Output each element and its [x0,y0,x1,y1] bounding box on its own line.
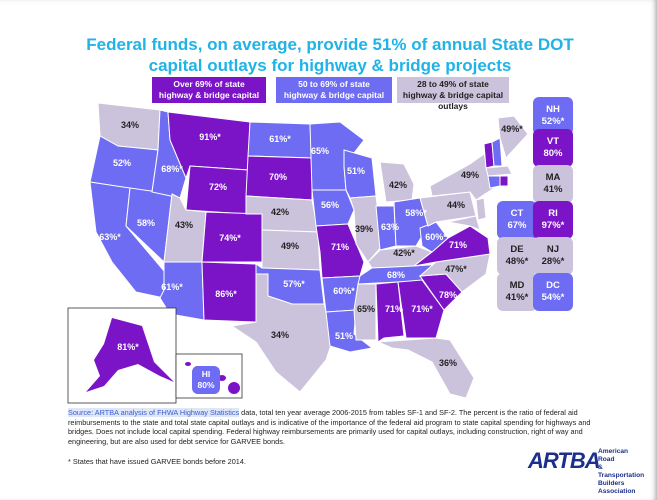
source-highlight: Source: ARTBA analysis of FHWA Highway S… [68,408,240,417]
label-ms: 65% [357,304,375,314]
label-al: 71% [385,304,403,314]
box-ct: CT 67% [497,201,537,239]
label-tx: 34% [271,330,289,340]
label-fl: 36% [439,358,457,368]
state-md [447,215,481,231]
label-sd: 70% [269,172,287,182]
label-nv: 58% [137,218,155,228]
state-ct [487,175,501,189]
label-ne: 42% [271,207,289,217]
label-ar: 60%* [333,286,355,296]
label-wa: 34% [121,120,139,130]
state-ia [311,189,355,227]
box-md: MD 41%* [497,273,537,311]
label-ky: 42%* [393,248,415,258]
state-ri [499,175,509,187]
source-text: data, total ten year average 2006-2015 f… [68,408,591,446]
state-fl [377,337,475,399]
label-az: 61%* [161,282,183,292]
label-ak: 81%* [117,342,139,352]
label-la: 51% [335,331,353,341]
logo-mark: ARTBA [528,448,601,473]
state-tx [230,273,335,393]
state-me [497,115,529,159]
label-sc: 78% [439,290,457,300]
label-or: 52% [113,158,131,168]
label-pa: 44% [447,200,465,210]
box-ri: RI 97%* [533,201,573,239]
label-tn: 68% [387,270,405,280]
legend-low: 28 to 49% of state highway & bridge capi… [397,77,509,111]
label-nm: 86%* [215,289,237,299]
legend-high: Over 69% of state highway & bridge capit… [152,77,266,111]
map-title: Federal funds, on average, provide 51% o… [86,35,574,75]
label-wi: 51% [347,166,365,176]
label-id: 68%* [161,164,183,174]
label-ny: 49% [461,170,479,180]
label-mi: 42% [389,180,407,190]
source-note: Source: ARTBA analysis of FHWA Highway S… [68,408,608,446]
label-in: 63% [381,222,399,232]
box-ma: MA 41% [533,165,573,203]
box-nj: NJ 28%* [533,237,573,275]
box-de: DE 48%* [497,237,537,275]
state-nh [491,137,503,167]
artba-logo: ARTBA American Road & Transportation Bui… [528,446,646,495]
label-ut: 43% [175,220,193,230]
label-wy: 72% [209,182,227,192]
logo-org-name: American Road & Transportation Builders … [598,448,645,495]
label-ks: 49% [281,241,299,251]
label-co: 74%* [219,233,241,243]
box-nh: NH 52%* [533,97,573,135]
label-ca: 63%* [99,232,121,242]
garvee-footnote: * States that have issued GARVEE bonds b… [68,457,246,466]
state-ak [86,318,174,392]
state-mi [379,161,415,203]
label-il: 39% [355,224,373,234]
state-ms [353,283,377,341]
label-mt: 91%* [199,132,221,142]
state-ny [429,153,495,201]
label-nd: 61%* [269,134,291,144]
label-va: 71% [449,240,467,250]
label-ga: 71%* [411,304,433,314]
label-wv: 60%* [425,232,447,242]
label-ok: 57%* [283,279,305,289]
state-nj [475,197,487,221]
label-ia: 56% [321,200,339,210]
box-dc: DC 54%* [533,273,573,311]
legend-mid: 50 to 69% of state highway & bridge capi… [276,77,392,111]
state-ma [485,165,513,177]
label-oh: 58%* [405,208,427,218]
label-mo: 71% [331,242,349,252]
label-nc: 47%* [445,264,467,274]
label-mn: 65% [311,146,329,156]
box-hi: HI 80% [192,366,220,394]
state-al [375,281,405,343]
label-me: 49%* [501,124,523,134]
box-vt: VT 80% [533,129,573,167]
